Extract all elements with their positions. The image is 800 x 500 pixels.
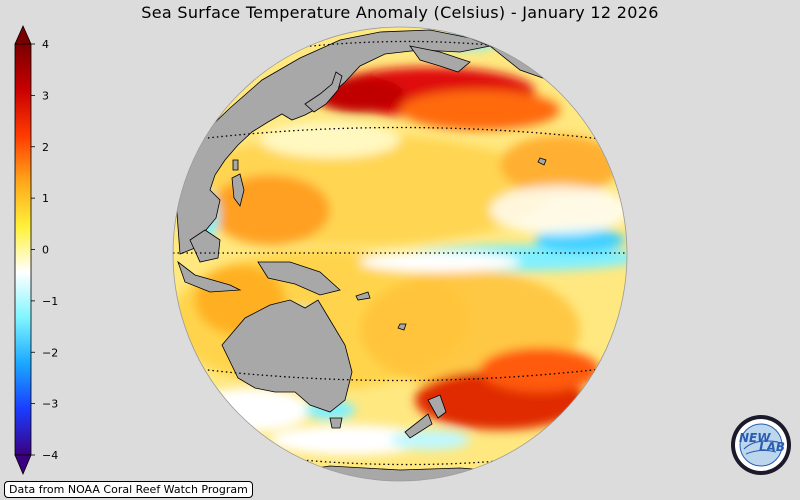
land-kamchatka (409, 45, 471, 73)
land-new-zealand (404, 394, 447, 439)
newlab-logo: NEW LAB (731, 415, 791, 475)
land-new-guinea (257, 261, 341, 296)
land-japan (304, 71, 343, 113)
colorbar-tick-label: −2 (42, 346, 58, 359)
logo-text-new: NEW (739, 431, 771, 445)
colorbar-min-arrow (14, 454, 32, 476)
land-asia (175, 29, 492, 255)
colorbar-tick-label: 1 (42, 192, 49, 205)
graticule (173, 40, 627, 466)
colorbar-tick-label: 3 (42, 89, 49, 102)
land-philippines (231, 173, 245, 207)
colorbar-tick-label: −4 (42, 449, 58, 462)
colorbar-tick-label: 4 (42, 38, 49, 51)
globe-outline (172, 26, 628, 482)
map-title: Sea Surface Temperature Anomaly (Celsius… (141, 3, 659, 22)
colorbar: 4 3 2 1 0 −1 −2 −3 −4 (14, 25, 58, 476)
land-antarctica (289, 465, 511, 481)
data-credit-box: Data from NOAA Coral Reef Watch Program (4, 481, 253, 498)
colorbar-tick-label: −1 (42, 295, 58, 308)
land-australia (221, 299, 353, 413)
logo-text-lab: LAB (759, 440, 785, 454)
colorbar-tick-label: −3 (42, 398, 58, 411)
land (175, 29, 561, 481)
graticule-antarctic (279, 457, 511, 466)
colorbar-tick-label: 2 (42, 141, 49, 154)
land-borneo (189, 229, 221, 263)
colorbar-tick-label: 0 (42, 244, 49, 257)
